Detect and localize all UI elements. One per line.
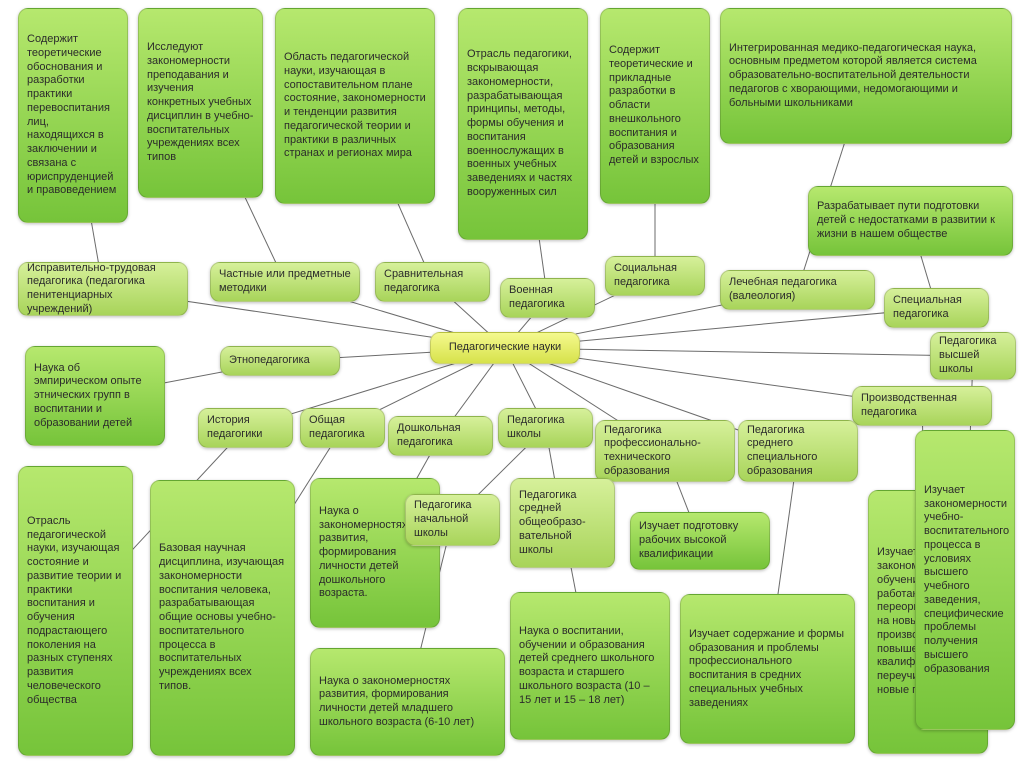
node-label: Сравнительная педагогика (384, 268, 481, 296)
node-label: Изучает закономерности учебно-воспитател… (924, 484, 1009, 677)
node-label: Наука о закономерностях развития, формир… (319, 675, 496, 730)
node-n_shk: Педагогика школы (498, 408, 593, 448)
node-label: Содержит теоретические и прикладные разр… (609, 44, 701, 168)
node-label: Педагогика школы (507, 414, 584, 442)
node-label: Наука о воспитании, обучении и образован… (519, 625, 661, 708)
node-label: Разрабатывает пути подготовки детей с не… (817, 200, 1004, 241)
node-l_prof: Изучает подготовку рабочих высокой квали… (630, 512, 770, 570)
node-n_dosh: Дошкольная педагогика (388, 416, 493, 456)
node-n_ispr: Исправительно-трудовая педагогика (педаг… (18, 262, 188, 316)
node-label: Отрасль педагогической науки, изучающая … (27, 515, 124, 708)
node-label: Наука об эмпирическом опыте этнических г… (34, 362, 156, 431)
node-label: Область педагогической науки, изучающая … (284, 51, 426, 161)
node-n_voen: Военная педагогика (500, 278, 595, 318)
node-label: Педагогика профессионально-технического … (604, 424, 726, 479)
node-n_obsh: Общая педагогика (300, 408, 385, 448)
node-label: Этнопедагогика (229, 354, 310, 368)
node-l_etno: Наука об эмпирическом опыте этнических г… (25, 346, 165, 446)
node-n_vsh: Педагогика высшей школы (930, 332, 1016, 380)
node-n_sred: Педагогика среднего специального образов… (738, 420, 858, 482)
node-label: Педагогика среднего специального образов… (747, 424, 849, 479)
node-n_spec: Специальная педагогика (884, 288, 989, 328)
node-l_chast: Исследуют закономерности преподавания и … (138, 8, 263, 198)
node-l_lech: Интегрированная медико-педагогическая на… (720, 8, 1012, 144)
node-l_sob_lbl: Педагогика средней общеобразо-вательной … (510, 478, 615, 568)
node-l_srav: Область педагогической науки, изучающая … (275, 8, 435, 204)
node-label: Частные или предметные методики (219, 268, 351, 296)
node-l_vsh: Изучает закономерности учебно-воспитател… (915, 430, 1015, 730)
node-l_spec: Разрабатывает пути подготовки детей с не… (808, 186, 1013, 256)
node-n_prof: Педагогика профессионально-технического … (595, 420, 735, 482)
mindmap-canvas: Педагогические науки Исправительно-трудов… (0, 0, 1024, 767)
node-l_soc: Содержит теоретические и прикладные разр… (600, 8, 710, 204)
node-label: Исследуют закономерности преподавания и … (147, 41, 254, 165)
node-label: Дошкольная педагогика (397, 422, 484, 450)
node-label: Базовая научная дисциплина, изучающая за… (159, 542, 286, 693)
node-label: Интегрированная медико-педагогическая на… (729, 42, 1003, 111)
node-label: Изучает содержание и формы образования и… (689, 628, 846, 711)
node-label: Педагогика высшей школы (939, 335, 1007, 376)
node-label: Изучает подготовку рабочих высокой квали… (639, 520, 761, 561)
node-n_chast: Частные или предметные методики (210, 262, 360, 302)
node-label: История педагогики (207, 414, 284, 442)
node-l_sred: Изучает содержание и формы образования и… (680, 594, 855, 744)
node-label: Отрасль педагогики, вскрывающая закономе… (467, 48, 579, 199)
node-label: Производственная педагогика (861, 392, 983, 420)
node-label: Военная педагогика (509, 284, 586, 312)
node-n_ist: История педагогики (198, 408, 293, 448)
node-label: Педагогика средней общеобразо-вательной … (519, 489, 606, 558)
node-n_srav: Сравнительная педагогика (375, 262, 490, 302)
node-label: Педагогика начальной школы (414, 499, 491, 540)
node-l_ist: Отрасль педагогической науки, изучающая … (18, 466, 133, 756)
center-node: Педагогические науки (430, 332, 580, 364)
node-n_proizv: Производственная педагогика (852, 386, 992, 426)
node-n_etno: Этнопедагогика (220, 346, 340, 376)
node-label: Социальная педагогика (614, 262, 696, 290)
node-l_ispr: Содержит теоретические обоснования и раз… (18, 8, 128, 223)
node-label: Общая педагогика (309, 414, 376, 442)
node-n_soc: Социальная педагогика (605, 256, 705, 296)
node-label: Педагогические науки (449, 341, 561, 355)
node-l_obsh: Базовая научная дисциплина, изучающая за… (150, 480, 295, 756)
node-label: Исправительно-трудовая педагогика (педаг… (27, 262, 179, 317)
node-l_voen: Отрасль педагогики, вскрывающая закономе… (458, 8, 588, 240)
node-label: Специальная педагогика (893, 294, 980, 322)
node-label: Содержит теоретические обоснования и раз… (27, 33, 119, 198)
node-l_nach: Наука о закономерностях развития, формир… (310, 648, 505, 756)
node-l_sob: Наука о воспитании, обучении и образован… (510, 592, 670, 740)
node-n_lech: Лечебная педагогика (валеология) (720, 270, 875, 310)
node-label: Лечебная педагогика (валеология) (729, 276, 866, 304)
node-l_nach_lbl: Педагогика начальной школы (405, 494, 500, 546)
